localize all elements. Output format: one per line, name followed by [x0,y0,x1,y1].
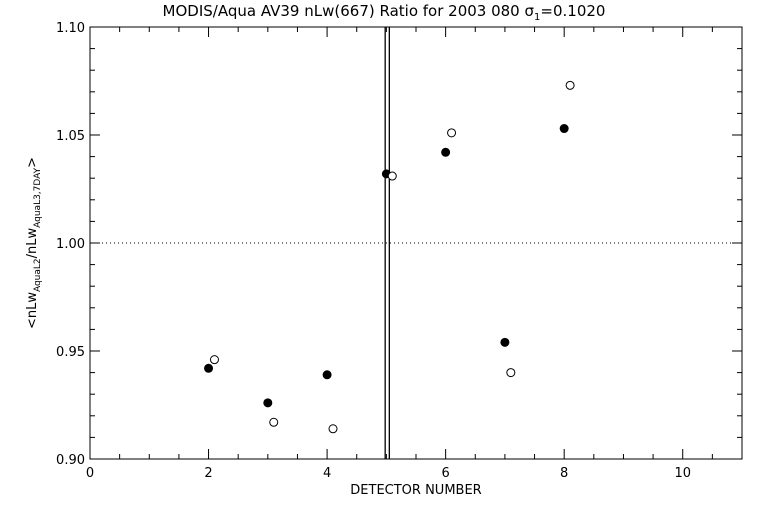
y-tick-label: 1.00 [56,237,85,252]
x-tick-label: 4 [323,466,331,481]
chart-title-subscript: 1 [534,12,541,23]
y-axis-label-sub2: AquaL3,7DAY [32,167,43,228]
x-tick-label: 0 [86,466,94,481]
y-axis-label-sub1: AquaL2 [32,258,43,293]
y-axis-label-close: > [25,156,41,168]
filled-data-point [204,363,214,373]
y-axis-label-open: <nLw [25,292,41,330]
open-data-point [328,424,338,434]
x-tick-label: 10 [674,466,691,481]
filled-data-point [322,370,332,380]
x-tick-label: 6 [441,466,449,481]
y-tick-label: 0.90 [56,453,85,468]
filled-data-point [500,337,510,347]
open-data-point [209,355,219,365]
open-data-point [447,128,457,138]
x-tick-label: 8 [560,466,568,481]
x-axis-label: DETECTOR NUMBER [350,483,482,498]
filled-data-point [441,147,451,157]
y-tick-label: 0.95 [56,345,85,360]
y-axis-label: <nLwAquaL2/nLwAquaL3,7DAY> [25,157,43,329]
open-data-point [565,80,575,90]
open-data-point [269,417,279,427]
open-data-point [506,368,516,378]
y-axis-label-mid: /nLw [25,227,41,259]
y-tick-label: 1.10 [56,21,85,36]
chart-title-suffix: =0.1020 [540,2,606,20]
chart-title: MODIS/Aqua AV39 nLw(667) Ratio for 2003 … [0,2,768,23]
filled-data-point [263,398,273,408]
chart-title-main: MODIS/Aqua AV39 nLw(667) Ratio for 2003 … [162,2,535,20]
y-tick-label: 1.05 [56,129,85,144]
x-tick-label: 2 [204,466,212,481]
filled-data-point [559,124,569,134]
open-data-point [387,171,397,181]
plot-frame [89,26,743,460]
